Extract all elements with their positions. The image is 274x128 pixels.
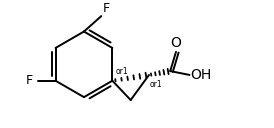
Text: F: F — [102, 2, 109, 15]
Text: or1: or1 — [115, 67, 128, 76]
Text: OH: OH — [190, 68, 212, 82]
Text: or1: or1 — [150, 80, 162, 89]
Text: F: F — [26, 74, 33, 87]
Text: O: O — [171, 36, 181, 50]
